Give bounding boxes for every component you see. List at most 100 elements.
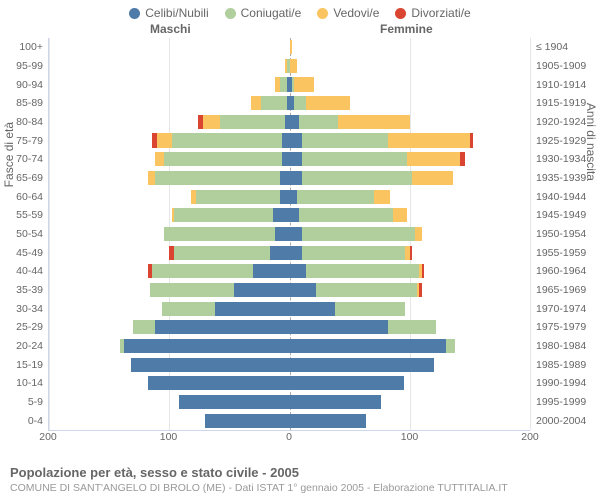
bar-female (290, 376, 531, 390)
seg-cel (290, 190, 297, 204)
seg-con (174, 208, 273, 222)
age-row: 60-641940-1944 (49, 187, 530, 206)
seg-ved (407, 152, 460, 166)
seg-con (164, 227, 275, 241)
birth-label: 1965-1969 (530, 284, 586, 296)
seg-con (302, 246, 405, 260)
bar-female (290, 77, 531, 91)
age-row: 55-591945-1949 (49, 206, 530, 225)
legend-swatch (395, 8, 406, 19)
bar-female (290, 358, 531, 372)
seg-cel (290, 264, 307, 278)
seg-con (172, 133, 283, 147)
birth-label: 1975-1979 (530, 321, 586, 333)
seg-cel (270, 246, 289, 260)
seg-div (460, 152, 465, 166)
seg-con (302, 171, 413, 185)
seg-div (422, 264, 424, 278)
seg-con (294, 96, 306, 110)
birth-label: 1990-1994 (530, 377, 586, 389)
seg-con (388, 320, 436, 334)
age-row: 100+≤ 1904 (49, 38, 530, 57)
seg-cel (280, 171, 290, 185)
age-label: 45-49 (16, 247, 49, 259)
birth-label: 2000-2004 (530, 415, 586, 427)
chart-subtitle: COMUNE DI SANT'ANGELO DI BROLO (ME) - Da… (10, 482, 590, 494)
age-row: 0-42000-2004 (49, 411, 530, 430)
birth-label: 1915-1919 (530, 97, 586, 109)
bar-female (290, 190, 531, 204)
x-tick: 200 (39, 431, 57, 443)
seg-con (152, 264, 253, 278)
age-row: 25-291975-1979 (49, 318, 530, 337)
seg-cel (280, 190, 290, 204)
age-label: 75-79 (16, 135, 49, 147)
age-row: 10-141990-1994 (49, 374, 530, 393)
birth-label: 1970-1974 (530, 303, 586, 315)
seg-cel (290, 227, 302, 241)
rows: 0-42000-20045-91995-199910-141990-199415… (49, 38, 530, 430)
seg-cel (290, 115, 300, 129)
birth-label: 1930-1934 (530, 153, 586, 165)
legend-item: Celibi/Nubili (129, 6, 208, 20)
birth-label: 1940-1944 (530, 191, 586, 203)
seg-ved (290, 40, 292, 54)
seg-cel (215, 302, 290, 316)
bar-female (290, 115, 531, 129)
seg-con (446, 339, 456, 353)
bar-male (49, 339, 290, 353)
seg-cel (290, 152, 302, 166)
age-label: 85-89 (16, 97, 49, 109)
age-label: 35-39 (16, 284, 49, 296)
age-label: 20-24 (16, 340, 49, 352)
seg-ved (338, 115, 410, 129)
bar-male (49, 227, 290, 241)
legend-label: Celibi/Nubili (145, 6, 208, 20)
birth-label: 1995-1999 (530, 396, 586, 408)
age-row: 35-391965-1969 (49, 281, 530, 300)
age-label: 5-9 (28, 396, 49, 408)
seg-con (302, 152, 408, 166)
bar-female (290, 302, 531, 316)
birth-label: 1950-1954 (530, 228, 586, 240)
seg-cel (155, 320, 290, 334)
seg-div (419, 283, 421, 297)
bar-male (49, 208, 290, 222)
age-label: 15-19 (16, 359, 49, 371)
bar-female (290, 133, 531, 147)
bar-male (49, 77, 290, 91)
bar-male (49, 40, 290, 54)
bar-male (49, 283, 290, 297)
seg-cel (148, 376, 290, 390)
seg-cel (273, 208, 290, 222)
legend-swatch (129, 8, 140, 19)
bar-female (290, 264, 531, 278)
legend-swatch (317, 8, 328, 19)
x-tick: 200 (521, 431, 539, 443)
legend-item: Coniugati/e (225, 6, 302, 20)
seg-cel (290, 302, 336, 316)
age-label: 10-14 (16, 377, 49, 389)
age-row: 85-891915-1919 (49, 94, 530, 113)
birth-label: 1935-1939 (530, 172, 586, 184)
birth-label: 1955-1959 (530, 247, 586, 259)
age-row: 70-741930-1934 (49, 150, 530, 169)
seg-ved (415, 227, 422, 241)
age-row: 95-991905-1909 (49, 57, 530, 76)
bar-female (290, 152, 531, 166)
seg-ved (306, 96, 349, 110)
birth-label: 1945-1949 (530, 209, 586, 221)
age-label: 30-34 (16, 303, 49, 315)
seg-ved (155, 152, 165, 166)
age-row: 80-841920-1924 (49, 113, 530, 132)
chart-title: Popolazione per età, sesso e stato civil… (10, 465, 590, 480)
seg-cel (253, 264, 289, 278)
bar-male (49, 414, 290, 428)
age-label: 80-84 (16, 116, 49, 128)
legend-item: Vedovi/e (317, 6, 379, 20)
seg-con (335, 302, 405, 316)
seg-con (150, 283, 234, 297)
bar-male (49, 115, 290, 129)
bar-female (290, 40, 531, 54)
seg-con (297, 190, 374, 204)
